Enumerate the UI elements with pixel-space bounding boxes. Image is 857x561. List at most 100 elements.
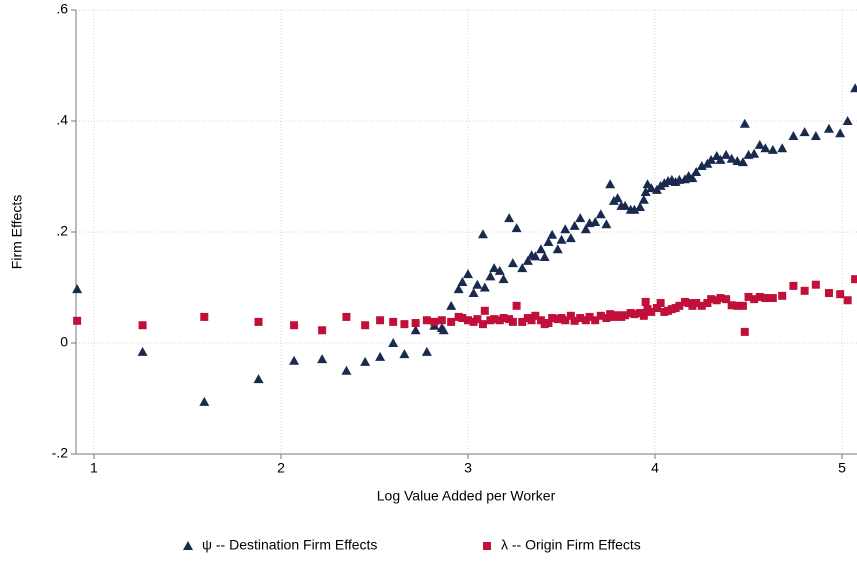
- point: [410, 325, 421, 335]
- point: [473, 315, 482, 324]
- x-tick-label: 3: [464, 460, 472, 476]
- point: [479, 282, 490, 292]
- point: [789, 281, 798, 290]
- point: [317, 354, 328, 364]
- point: [318, 326, 327, 335]
- point: [647, 307, 656, 316]
- point: [842, 116, 853, 125]
- point: [692, 299, 701, 308]
- legend-label: ψ -- Destination Firm Effects: [202, 537, 377, 553]
- point: [605, 179, 616, 189]
- y-tick-label: .4: [56, 112, 68, 128]
- point: [411, 319, 420, 328]
- point: [289, 355, 300, 365]
- point: [360, 356, 371, 366]
- point: [778, 291, 787, 300]
- point: [438, 325, 449, 335]
- point: [621, 311, 630, 320]
- point: [485, 271, 496, 281]
- point: [760, 143, 771, 153]
- point: [200, 312, 209, 321]
- point: [691, 167, 702, 177]
- point: [570, 316, 579, 325]
- point: [652, 304, 661, 313]
- point: [737, 157, 748, 167]
- point: [777, 143, 788, 153]
- point: [788, 130, 799, 140]
- point: [697, 301, 706, 310]
- point: [715, 154, 726, 164]
- point: [463, 316, 472, 325]
- point: [596, 311, 605, 320]
- point: [836, 290, 845, 299]
- point: [749, 148, 760, 158]
- point: [458, 314, 467, 323]
- point: [530, 251, 541, 261]
- legend-marker: [483, 542, 491, 550]
- point: [565, 233, 576, 243]
- point: [199, 396, 210, 406]
- point: [635, 202, 646, 212]
- point: [531, 311, 540, 320]
- point: [511, 223, 522, 233]
- x-tick-label: 2: [277, 460, 285, 476]
- point: [499, 314, 508, 323]
- point: [811, 280, 820, 289]
- point: [498, 274, 509, 284]
- point: [799, 127, 810, 137]
- point: [656, 299, 665, 308]
- point: [462, 269, 473, 279]
- y-tick-label: -.2: [52, 445, 69, 461]
- point: [707, 295, 716, 304]
- point: [580, 224, 591, 234]
- point: [73, 316, 82, 325]
- point: [726, 153, 737, 163]
- point: [504, 213, 515, 223]
- point: [494, 265, 505, 275]
- point: [824, 289, 833, 298]
- point: [566, 311, 575, 320]
- point: [585, 312, 594, 321]
- legend-marker: [183, 541, 193, 550]
- point: [851, 275, 857, 284]
- point: [399, 349, 410, 359]
- point: [512, 301, 521, 310]
- y-tick-label: 0: [60, 334, 68, 350]
- point: [595, 209, 606, 219]
- point: [640, 187, 651, 197]
- point: [843, 296, 852, 305]
- point: [72, 284, 83, 294]
- point: [468, 288, 479, 298]
- point: [422, 316, 431, 325]
- point: [517, 263, 528, 273]
- point: [727, 301, 736, 310]
- point: [590, 217, 601, 227]
- point: [569, 220, 580, 230]
- point: [733, 301, 742, 310]
- point: [755, 292, 764, 301]
- point: [437, 316, 446, 325]
- point: [548, 314, 557, 323]
- point: [457, 276, 468, 286]
- point: [561, 316, 570, 325]
- point: [253, 374, 264, 384]
- point: [375, 351, 386, 361]
- point: [489, 263, 500, 273]
- point: [480, 306, 489, 315]
- point: [447, 317, 456, 326]
- point: [341, 365, 352, 375]
- point: [761, 294, 770, 303]
- point: [472, 279, 483, 289]
- point: [601, 219, 612, 229]
- point: [376, 316, 385, 325]
- x-axis-title: Log Value Added per Worker: [377, 488, 556, 504]
- y-axis-title: Firm Effects: [9, 195, 25, 269]
- point: [835, 128, 846, 138]
- point: [721, 149, 732, 159]
- point: [556, 234, 567, 244]
- point: [518, 317, 527, 326]
- point: [478, 320, 487, 329]
- point: [522, 255, 533, 265]
- point: [810, 130, 821, 140]
